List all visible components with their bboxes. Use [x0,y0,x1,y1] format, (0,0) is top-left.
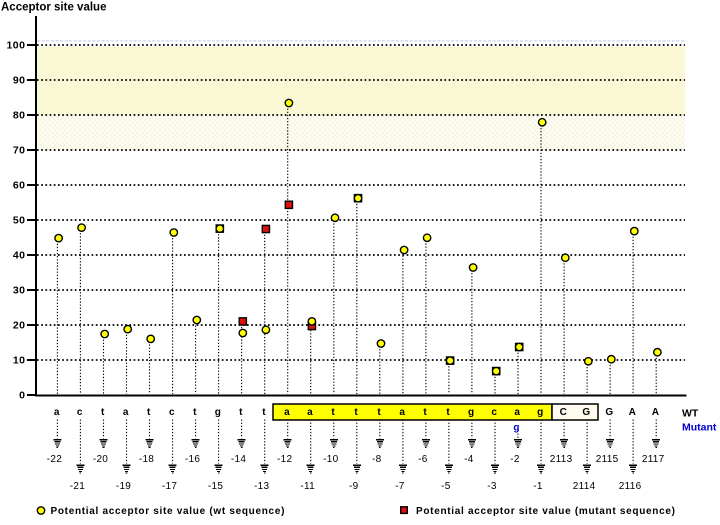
svg-text:20: 20 [13,320,26,332]
svg-text:-10: -10 [323,454,338,465]
svg-text:-13: -13 [254,481,269,492]
svg-text:2116: 2116 [619,481,642,492]
svg-text:-1: -1 [533,481,543,492]
svg-text:Potential acceptor site value: Potential acceptor site value (mutant se… [416,506,676,517]
svg-text:t: t [147,407,151,418]
svg-text:-20: -20 [93,454,108,465]
svg-text:70: 70 [13,145,26,157]
svg-text:t: t [377,407,381,418]
svg-text:30: 30 [13,285,26,297]
svg-text:t: t [101,407,105,418]
svg-text:A: A [629,407,636,418]
svg-text:t: t [262,407,266,418]
svg-text:a: a [54,407,60,418]
svg-text:-6: -6 [418,454,428,465]
svg-text:50: 50 [13,215,26,227]
svg-text:t: t [354,407,358,418]
svg-text:-19: -19 [116,481,131,492]
svg-text:G: G [582,407,590,418]
svg-text:40: 40 [13,250,26,262]
svg-text:2117: 2117 [642,454,665,465]
svg-text:-21: -21 [70,481,85,492]
svg-text:g: g [537,407,543,418]
svg-text:Acceptor site value: Acceptor site value [1,2,106,14]
svg-text:Potential acceptor site value: Potential acceptor site value (wt sequen… [51,506,286,517]
svg-text:-12: -12 [277,454,292,465]
svg-text:2113: 2113 [550,454,573,465]
svg-text:a: a [399,407,405,418]
svg-text:2114: 2114 [573,481,596,492]
svg-text:t: t [193,407,197,418]
svg-text:g: g [468,407,474,418]
svg-text:A: A [652,407,659,418]
svg-text:-3: -3 [487,481,497,492]
svg-text:t: t [423,407,427,418]
svg-text:-18: -18 [139,454,154,465]
svg-text:-17: -17 [162,481,177,492]
svg-text:-4: -4 [464,454,474,465]
svg-text:-9: -9 [349,481,359,492]
svg-text:c: c [77,407,83,418]
svg-text:80: 80 [13,110,26,122]
svg-text:90: 90 [13,75,26,87]
svg-text:c: c [169,407,175,418]
svg-text:10: 10 [13,355,26,367]
svg-text:100: 100 [6,40,25,52]
svg-text:-22: -22 [47,454,62,465]
svg-text:a: a [307,407,313,418]
svg-text:c: c [491,407,497,418]
svg-text:-2: -2 [510,454,520,465]
svg-text:t: t [331,407,335,418]
svg-text:2115: 2115 [596,454,619,465]
svg-text:-16: -16 [185,454,200,465]
svg-text:-14: -14 [231,454,246,465]
svg-text:-8: -8 [372,454,382,465]
svg-text:-15: -15 [208,481,223,492]
svg-text:g: g [513,423,519,434]
svg-text:-7: -7 [395,481,405,492]
svg-text:G: G [605,407,613,418]
svg-text:60: 60 [13,180,26,192]
svg-text:0: 0 [19,390,25,402]
svg-text:t: t [446,407,450,418]
svg-text:-5: -5 [441,481,451,492]
svg-text:a: a [123,407,129,418]
svg-text:-11: -11 [300,481,315,492]
svg-text:WT: WT [682,408,699,420]
svg-text:Mutant: Mutant [682,422,717,434]
svg-text:g: g [215,407,221,418]
svg-text:a: a [284,407,290,418]
svg-text:t: t [239,407,243,418]
svg-text:a: a [514,407,520,418]
svg-text:C: C [560,407,567,418]
